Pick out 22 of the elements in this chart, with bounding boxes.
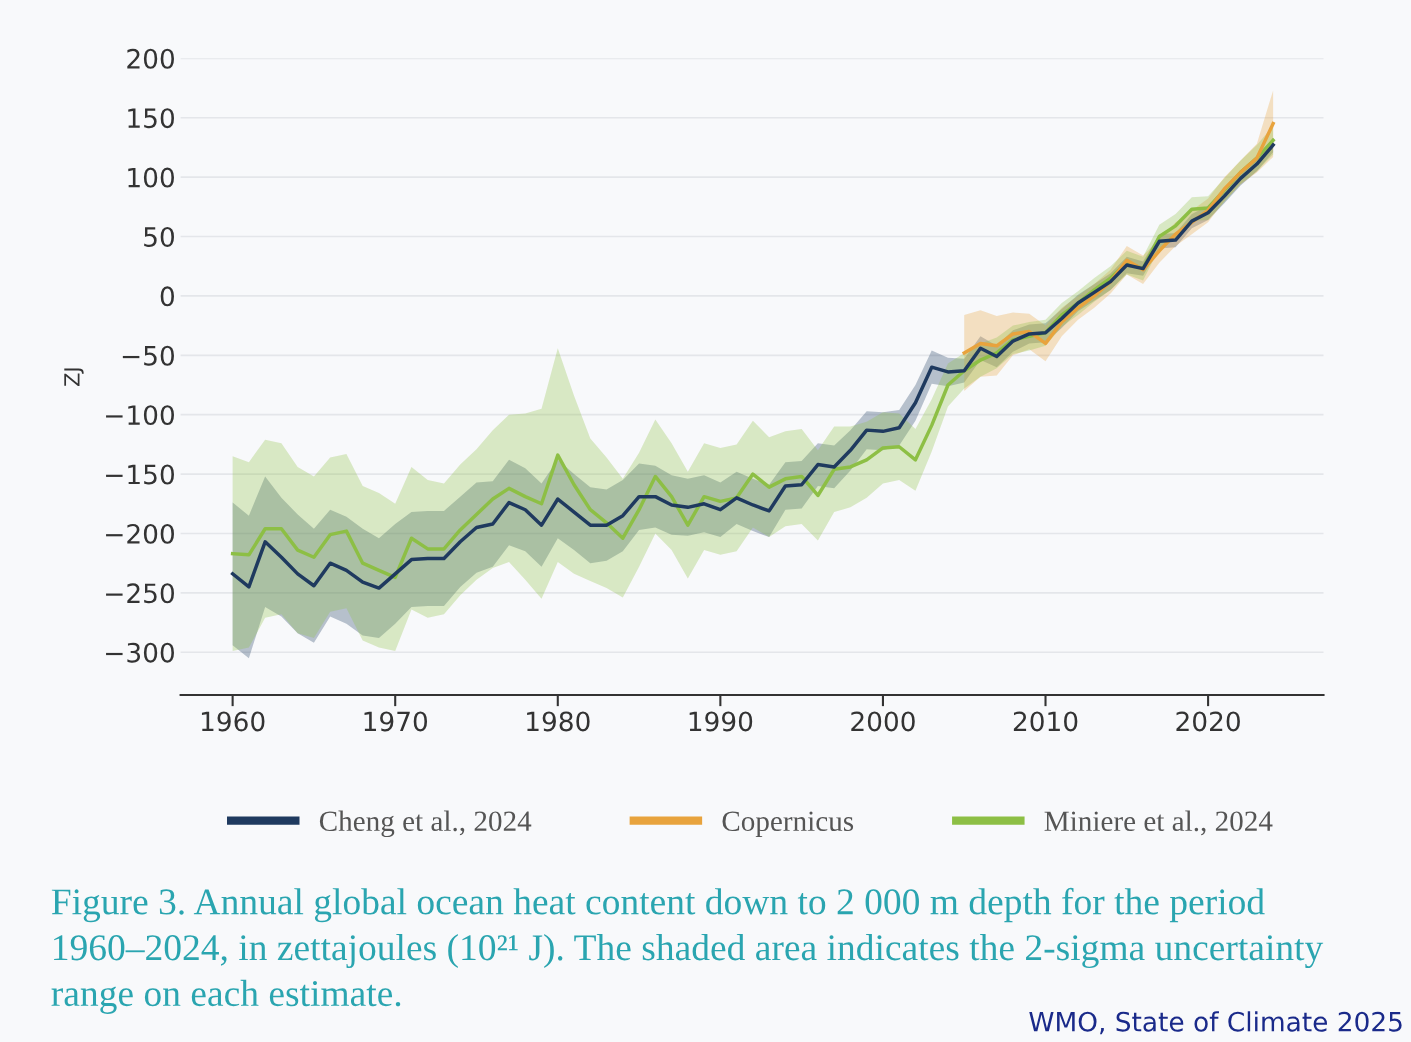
y-tick-label: −50	[122, 345, 174, 366]
y-tick-label: −200	[106, 523, 174, 544]
legend-label: Miniere et al., 2024	[1044, 810, 1273, 836]
x-tick-label: 2010	[1013, 711, 1078, 732]
y-tick-label: −150	[106, 464, 174, 485]
y-tick-label: 50	[144, 226, 174, 247]
x-tick-label: 1980	[527, 711, 590, 732]
y-tick-label: 0	[160, 286, 174, 307]
y-tick-label: −250	[106, 583, 174, 604]
y-tick-label: 100	[128, 167, 174, 188]
legend-label: Copernicus	[722, 811, 854, 838]
x-tick-label: 2000	[851, 711, 915, 732]
x-tick-label: 1970	[364, 711, 428, 732]
y-tick-label: 150	[128, 108, 174, 129]
x-tick-label: 1960	[201, 711, 265, 732]
y-tick-label: −300	[106, 642, 174, 663]
x-tick-label: 2020	[1176, 711, 1240, 732]
y-tick-label: −100	[106, 405, 174, 426]
y-tick-label: 200	[127, 48, 174, 69]
y-axis-title: ZJ	[64, 368, 84, 386]
legend-label: Cheng et al., 2024	[319, 810, 532, 838]
x-tick-label: 1990	[689, 711, 753, 732]
